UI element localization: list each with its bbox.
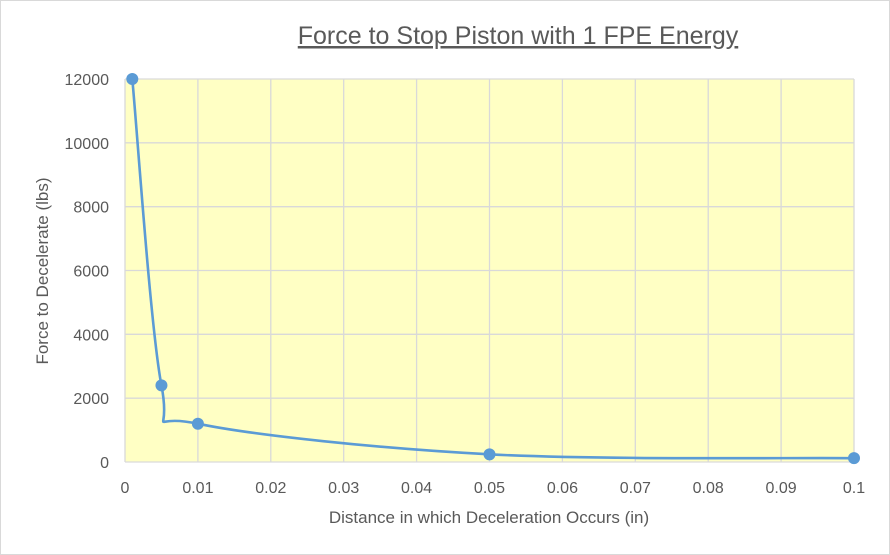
x-tick-label: 0.02 <box>255 480 286 497</box>
data-point <box>483 448 496 461</box>
x-tick-label: 0.06 <box>547 480 578 497</box>
x-tick-label: 0.07 <box>620 480 651 497</box>
y-tick-label: 12000 <box>65 72 110 89</box>
y-axis-title: Force to Decelerate (lbs) <box>33 177 52 364</box>
x-tick-label: 0.03 <box>328 480 359 497</box>
data-point <box>126 73 139 85</box>
x-tick-label: 0.04 <box>401 480 432 497</box>
tick-labels: 0 0.01 0.02 0.03 0.04 0.05 0.06 0.07 0.08 0.09 0.1… <box>65 72 866 497</box>
x-tick-label: 0 <box>121 480 130 497</box>
y-tick-label: 4000 <box>73 327 109 344</box>
y-tick-label: 2000 <box>73 391 109 408</box>
x-tick-label: 0.08 <box>693 480 724 497</box>
x-tick-label: 0.09 <box>766 480 797 497</box>
x-axis-title: Distance in which Deceleration Occurs (i… <box>329 508 649 527</box>
data-point <box>155 379 168 392</box>
x-tick-label: 0.01 <box>182 480 213 497</box>
grid-lines <box>124 78 855 463</box>
data-point <box>848 452 860 465</box>
chart-title: Force to Stop Piston with 1 FPE Energy <box>298 22 739 50</box>
y-tick-label: 8000 <box>73 200 109 217</box>
x-tick-label: 0.05 <box>474 480 505 497</box>
series-line <box>130 78 855 460</box>
data-series <box>126 73 860 465</box>
x-tick-label: 0.1 <box>843 480 865 497</box>
y-tick-label: 10000 <box>65 136 110 153</box>
y-tick-label: 0 <box>100 455 109 472</box>
data-point <box>191 417 204 430</box>
y-tick-label: 6000 <box>73 264 109 281</box>
